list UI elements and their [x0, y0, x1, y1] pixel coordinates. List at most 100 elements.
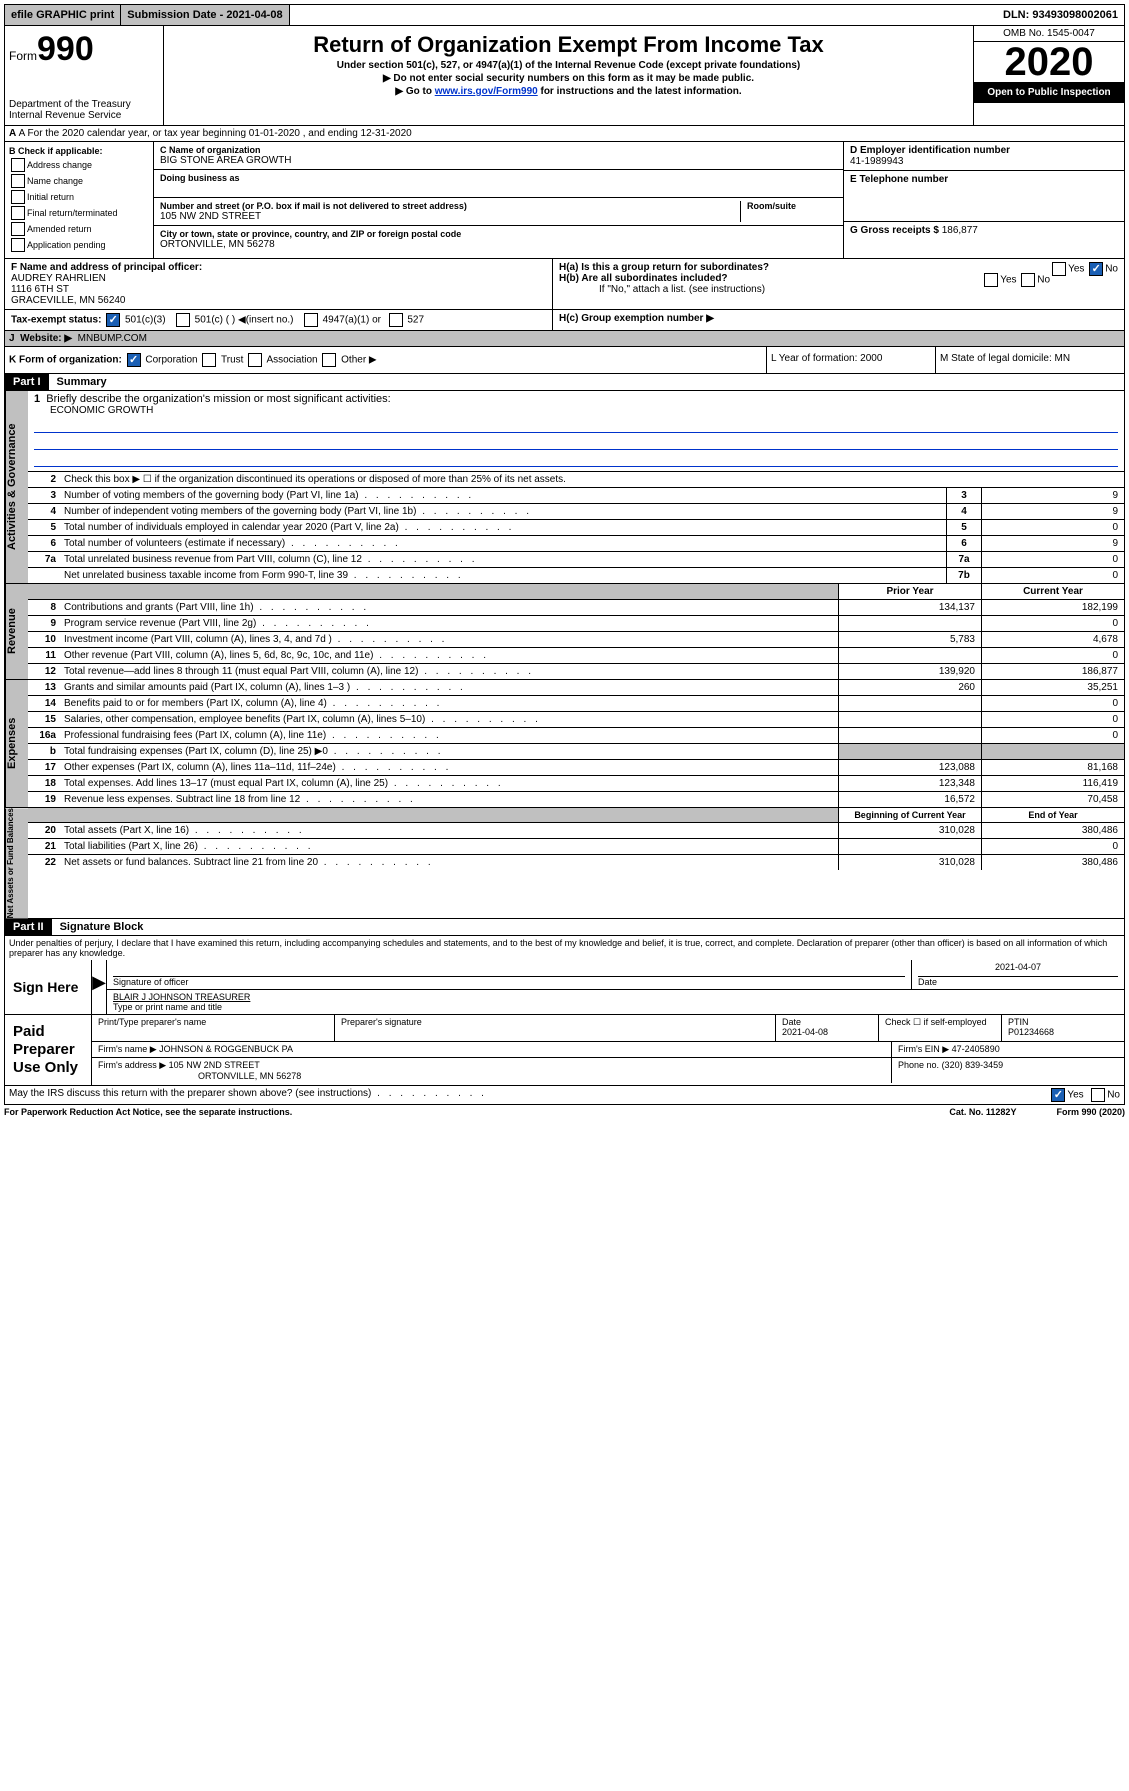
rev-rows: Prior Year Current Year 8 Contributions … [28, 584, 1124, 679]
prior-year-hdr: Prior Year [838, 584, 981, 599]
firm-ein: 47-2405890 [952, 1044, 1000, 1054]
sign-date-label: Date [918, 976, 1118, 987]
form-title: Return of Organization Exempt From Incom… [168, 32, 969, 58]
501c-label: 501(c) ( ) ◀(insert no.) [195, 315, 294, 326]
note2-pre: ▶ Go to [395, 86, 434, 97]
street-value: 105 NW 2ND STREET [160, 211, 740, 222]
paid-preparer-block: Paid Preparer Use Only Print/Type prepar… [4, 1015, 1125, 1086]
ein-value: 41-1989943 [850, 156, 903, 167]
gross-value: 186,877 [942, 225, 978, 236]
table-row: 13 Grants and similar amounts paid (Part… [28, 680, 1124, 696]
begin-year-hdr: Beginning of Current Year [838, 808, 981, 822]
paid-sub1: Print/Type preparer's name Preparer's si… [92, 1015, 1124, 1042]
footer-right: Form 990 (2020) [1056, 1107, 1125, 1117]
chk-trust[interactable] [202, 353, 216, 367]
table-row: 8 Contributions and grants (Part VIII, l… [28, 600, 1124, 616]
box-b-label: B Check if applicable: [9, 146, 103, 156]
chk-name[interactable]: Name change [9, 174, 149, 188]
ha-yes: Yes [1068, 264, 1084, 275]
chk-address[interactable]: Address change [9, 158, 149, 172]
street-label: Number and street (or P.O. box if mail i… [160, 201, 740, 211]
501c3-label: 501(c)(3) [125, 315, 166, 326]
chk-4947[interactable] [304, 313, 318, 327]
table-row: 14 Benefits paid to or for members (Part… [28, 696, 1124, 712]
hc-cell: H(c) Group exemption number ▶ [553, 310, 1124, 330]
hc-label: H(c) Group exemption number ▶ [559, 313, 714, 324]
irs-link[interactable]: www.irs.gov/Form990 [435, 86, 538, 97]
chk-501c3[interactable]: ✓ [106, 313, 120, 327]
table-row: 6 Total number of volunteers (estimate i… [28, 536, 1124, 552]
section-bcdeg: B Check if applicable: Address change Na… [4, 142, 1125, 259]
ha-label: H(a) Is this a group return for subordin… [559, 262, 769, 273]
ptin-hdr: PTIN [1008, 1017, 1029, 1027]
gross-cell: G Gross receipts $ 186,877 [844, 222, 1124, 239]
sign-here-label: Sign Here [5, 960, 92, 1014]
form-number: Form990 [9, 30, 159, 69]
tax-year: 2020 [974, 42, 1124, 82]
table-row: 3 Number of voting members of the govern… [28, 488, 1124, 504]
ein-label: D Employer identification number [850, 145, 1010, 156]
discuss-no: No [1107, 1090, 1120, 1101]
discuss-no-chk[interactable] [1091, 1088, 1105, 1102]
officer-city: GRACEVILLE, MN 56240 [11, 295, 126, 306]
form-header: Form990 Department of the Treasury Inter… [4, 26, 1125, 126]
prep-check: Check ☐ if self-employed [879, 1015, 1002, 1041]
chk-corp[interactable]: ✓ [127, 353, 141, 367]
part1-header: Part I Summary [4, 374, 1125, 391]
vtab-net: Net Assets or Fund Balances [5, 808, 28, 918]
chk-pending[interactable]: Application pending [9, 238, 149, 252]
city-value: ORTONVILLE, MN 56278 [160, 239, 837, 250]
hb-no: No [1037, 275, 1050, 286]
chk-amended-label: Amended return [27, 224, 92, 234]
tax-exempt-label: Tax-exempt status: [11, 315, 101, 326]
dept-treasury: Department of the Treasury [9, 99, 159, 110]
chk-final[interactable]: Final return/terminated [9, 206, 149, 220]
chk-other[interactable] [322, 353, 336, 367]
efile-label[interactable]: efile GRAPHIC print [5, 5, 121, 25]
firm-phone-label: Phone no. [898, 1060, 939, 1070]
ptin-value: P01234668 [1008, 1027, 1054, 1037]
sign-sub2: BLAIR J JOHNSON TREASURERType or print n… [107, 990, 1124, 1014]
ha-no: No [1105, 264, 1118, 275]
table-row: 10 Investment income (Part VIII, column … [28, 632, 1124, 648]
chk-amended[interactable]: Amended return [9, 222, 149, 236]
line-a: A A For the 2020 calendar year, or tax y… [4, 126, 1125, 142]
prep-name-hdr: Print/Type preparer's name [98, 1017, 206, 1027]
blank-line [34, 435, 1118, 450]
paid-row: Paid Preparer Use Only Print/Type prepar… [5, 1015, 1124, 1085]
chk-initial-label: Initial return [27, 192, 74, 202]
table-row: Net unrelated business taxable income fr… [28, 568, 1124, 583]
top-bar: efile GRAPHIC print Submission Date - 20… [4, 4, 1125, 26]
chk-assoc[interactable] [248, 353, 262, 367]
table-row: 21 Total liabilities (Part X, line 26) 0 [28, 839, 1124, 855]
room-label: Room/suite [747, 201, 837, 211]
discuss-yes-chk[interactable]: ✓ [1051, 1088, 1065, 1102]
irs-label: Internal Revenue Service [9, 110, 159, 121]
submission-date: Submission Date - 2021-04-08 [121, 5, 289, 25]
j-label: J [9, 333, 15, 344]
chk-initial[interactable]: Initial return [9, 190, 149, 204]
table-row: 9 Program service revenue (Part VIII, li… [28, 616, 1124, 632]
chk-name-label: Name change [27, 176, 83, 186]
org-name-label: C Name of organization [160, 145, 837, 155]
chk-527[interactable] [389, 313, 403, 327]
table-row: 5 Total number of individuals employed i… [28, 520, 1124, 536]
4947-label: 4947(a)(1) or [323, 315, 381, 326]
city-cell: City or town, state or province, country… [154, 226, 843, 253]
sign-arrow-icon: ▶ [92, 960, 107, 1014]
discuss-text: May the IRS discuss this return with the… [9, 1088, 1049, 1102]
rev-section: Revenue Prior Year Current Year 8 Contri… [4, 583, 1125, 679]
box-b: B Check if applicable: Address change Na… [5, 142, 154, 258]
org-name: BIG STONE AREA GROWTH [160, 155, 837, 166]
table-row: 18 Total expenses. Add lines 13–17 (must… [28, 776, 1124, 792]
chk-501c[interactable] [176, 313, 190, 327]
sign-here-block: Sign Here ▶ Signature of officer 2021-04… [4, 960, 1125, 1015]
vtab-gov: Activities & Governance [5, 391, 28, 583]
net-section: Net Assets or Fund Balances Beginning of… [4, 807, 1125, 919]
paid-sub3: Firm's address ▶ 105 NW 2ND STREETORTONV… [92, 1058, 1124, 1083]
sign-row: Sign Here ▶ Signature of officer 2021-04… [5, 960, 1124, 1014]
city-label: City or town, state or province, country… [160, 229, 837, 239]
prep-date: 2021-04-08 [782, 1027, 828, 1037]
sig-officer-label: Signature of officer [113, 976, 905, 987]
open-inspection: Open to Public Inspection [974, 82, 1124, 103]
